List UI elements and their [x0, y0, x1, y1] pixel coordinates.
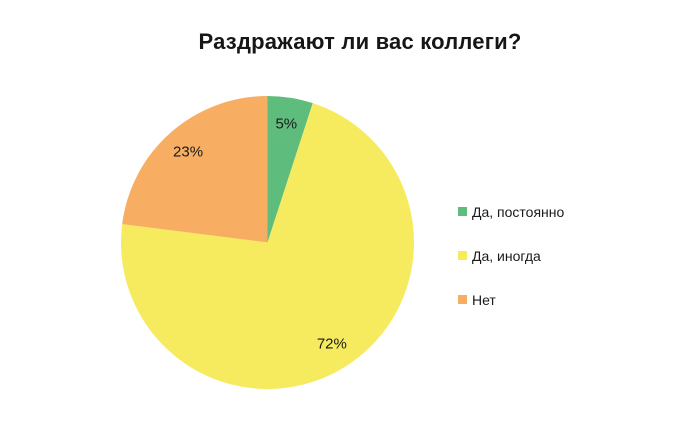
slice-percent-label: 23%: [173, 143, 204, 161]
pie-slice-2: [122, 96, 268, 243]
legend: Да, постоянно Да, иногда Нет: [458, 203, 564, 335]
pie-area: 5% 72% 23%: [121, 96, 414, 389]
legend-swatch-yellow-icon: [458, 251, 467, 260]
pie-chart: [121, 96, 414, 389]
pie-slice-1: [121, 103, 414, 389]
legend-item-net: Нет: [458, 291, 564, 308]
legend-label-da-postoyanno: Да, постоянно: [472, 203, 565, 220]
chart-title: Раздражают ли вас коллеги?: [198, 29, 522, 54]
legend-item-da-postoyanno: Да, постоянно: [458, 203, 564, 220]
legend-item-da-inogda: Да, иногда: [458, 247, 564, 264]
slice-percent-label: 5%: [275, 115, 298, 133]
legend-swatch-green-icon: [458, 207, 467, 216]
legend-label-da-inogda: Да, иногда: [472, 247, 541, 264]
legend-swatch-orange-icon: [458, 295, 467, 304]
slice-percent-label: 72%: [316, 335, 347, 353]
legend-label-net: Нет: [472, 291, 496, 308]
pie-slice-0: [267, 96, 313, 243]
